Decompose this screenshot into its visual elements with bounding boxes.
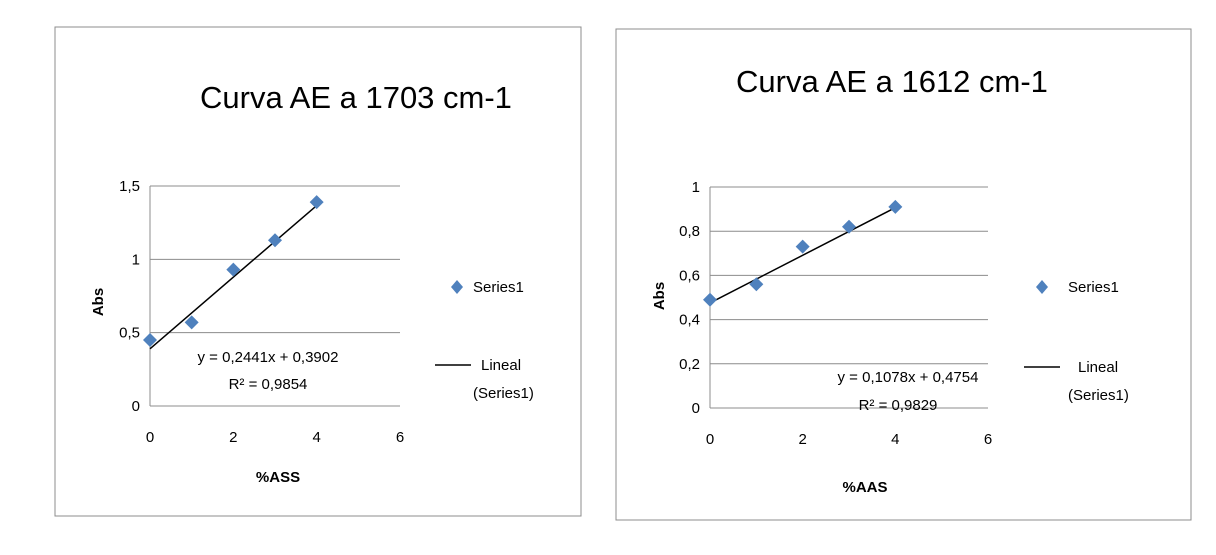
chart-1-r2: R² = 0,9854 xyxy=(229,376,308,393)
chart-1-data-point xyxy=(309,195,324,210)
chart-1-x-tick-label: 2 xyxy=(229,429,237,446)
chart-1-data-point xyxy=(184,315,199,330)
chart-1-x-ticks: 0 2 4 6 xyxy=(146,429,404,446)
chart-2-equation: y = 0,1078x + 0,4754 xyxy=(838,369,979,386)
chart-2-y-tick-label: 0,6 xyxy=(679,267,700,284)
chart-1-data-point xyxy=(143,333,157,347)
chart-2-ylabel: Abs xyxy=(651,282,668,310)
chart-2-data-point xyxy=(749,277,764,292)
chart-1-x-tick-label: 4 xyxy=(312,429,320,446)
chart-2-legend-trend-label-1: Lineal xyxy=(1078,359,1118,376)
chart-2-x-tick-label: 6 xyxy=(984,431,992,448)
chart-2-x-tick-label: 4 xyxy=(891,431,899,448)
chart-2-y-tick-label: 0,2 xyxy=(679,356,700,373)
chart-2-y-tick-label: 0,4 xyxy=(679,312,700,329)
chart-2-frame xyxy=(615,28,1192,521)
chart-1-svg: Curva AE a 1703 cm-1 0 0,5 1 1,5 0 2 4 6 y = 0… xyxy=(54,26,582,517)
chart-1-legend-series-label: Series1 xyxy=(473,279,524,296)
chart-1-data-point xyxy=(268,233,282,248)
chart-2-legend: Series1 Lineal (Series1) xyxy=(1024,279,1129,404)
chart-2-r2: R² = 0,9829 xyxy=(859,397,938,414)
chart-2-data-point xyxy=(795,239,810,254)
chart-2-data-point xyxy=(888,199,903,214)
chart-2-trendline-group xyxy=(709,206,896,304)
chart-2-y-tick-label: 1 xyxy=(692,179,700,196)
chart-1-legend: Series1 Lineal (Series1) xyxy=(435,279,534,402)
chart-1-title: Curva AE a 1703 cm-1 xyxy=(200,80,512,115)
chart-1-trendline xyxy=(149,204,318,350)
chart-1-axes xyxy=(149,186,400,407)
chart-2-legend-trend-label-2: (Series1) xyxy=(1068,387,1129,404)
chart-2-y-tick-label: 0 xyxy=(692,400,700,417)
chart-1-legend-series-marker xyxy=(451,280,463,294)
chart-1-legend-trend-label-1: Lineal xyxy=(481,357,521,374)
chart-2-title: Curva AE a 1612 cm-1 xyxy=(736,64,1048,99)
chart-2-x-ticks: 0 2 4 6 xyxy=(706,431,992,448)
chart-1-y-tick-label: 0,5 xyxy=(119,325,140,342)
chart-2-legend-series-label: Series1 xyxy=(1068,279,1119,296)
chart-panel-2: Curva AE a 1612 cm-1 0 0,2 0,4 0,6 0,8 1 0 2 4 6… xyxy=(600,0,1216,555)
chart-2-points xyxy=(703,199,903,307)
chart-1-frame xyxy=(54,26,582,517)
chart-1-y-tick-label: 0 xyxy=(132,398,140,415)
chart-2-data-point xyxy=(842,219,856,234)
chart-1-trendline-group xyxy=(149,204,318,350)
chart-1-data-point xyxy=(226,262,241,277)
chart-1-points xyxy=(143,195,324,347)
chart-1-ylabel: Abs xyxy=(90,288,107,316)
chart-1-y-tick-label: 1,5 xyxy=(119,178,140,195)
chart-1-xlabel: %ASS xyxy=(256,469,300,486)
chart-1-x-tick-label: 6 xyxy=(396,429,404,446)
chart-1-x-tick-label: 0 xyxy=(146,429,154,446)
chart-1-y-tick-label: 1 xyxy=(132,251,140,268)
chart-2-trendline xyxy=(709,206,896,304)
chart-1-legend-trend-label-2: (Series1) xyxy=(473,385,534,402)
chart-2-data-point xyxy=(703,292,717,307)
chart-2-xlabel: %AAS xyxy=(842,479,887,496)
chart-2-legend-series-marker xyxy=(1036,280,1048,294)
chart-panel-1: Curva AE a 1703 cm-1 0 0,5 1 1,5 0 2 4 6 y = 0… xyxy=(0,0,600,555)
chart-2-x-tick-label: 0 xyxy=(706,431,714,448)
chart-2-y-ticks: 0 0,2 0,4 0,6 0,8 1 xyxy=(679,179,700,417)
chart-1-y-ticks: 0 0,5 1 1,5 xyxy=(119,178,140,415)
chart-2-x-tick-label: 2 xyxy=(798,431,806,448)
chart-2-y-tick-label: 0,8 xyxy=(679,223,700,240)
chart-1-equation: y = 0,2441x + 0,3902 xyxy=(198,349,339,366)
chart-2-svg: Curva AE a 1612 cm-1 0 0,2 0,4 0,6 0,8 1 0 2 4 6… xyxy=(615,28,1192,521)
